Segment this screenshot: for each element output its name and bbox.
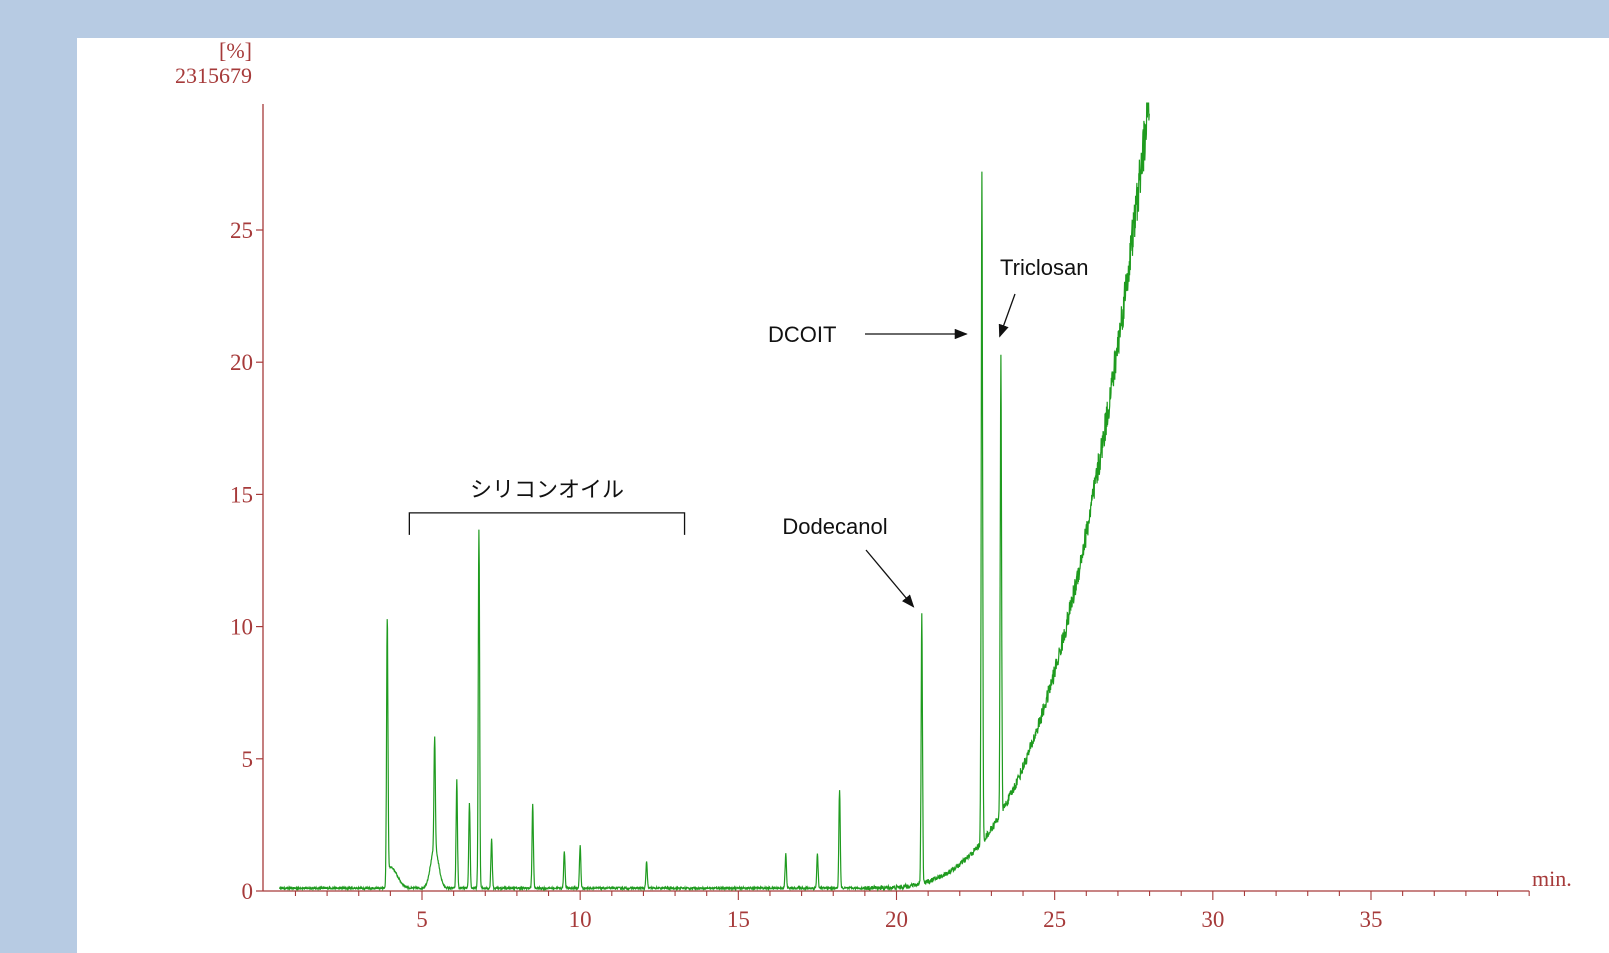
x-tick-label: 35 xyxy=(1360,907,1383,932)
peak-point xyxy=(981,174,982,175)
peak-point xyxy=(580,846,581,847)
triclosan-arrow xyxy=(998,293,1016,338)
chromatogram-trace xyxy=(279,102,1150,892)
peak-point xyxy=(564,851,565,852)
x-unit-label: min. xyxy=(1532,866,1572,891)
y-max-label: 2315679 xyxy=(175,63,252,88)
y-tick-label: 25 xyxy=(230,218,253,243)
dcoit-label: DCOIT xyxy=(768,322,836,347)
trace-group xyxy=(279,102,1150,892)
peak-point xyxy=(532,803,533,804)
peak-point xyxy=(387,618,388,619)
triclosan-label: Triclosan xyxy=(1000,255,1088,280)
peak-point xyxy=(434,777,435,778)
silicone-oil-bracket xyxy=(408,512,686,535)
silicone-oil-label: シリコンオイル xyxy=(470,477,624,502)
peak-point xyxy=(491,838,492,839)
peak-point xyxy=(921,613,922,614)
peak-point xyxy=(817,853,818,854)
y-unit-label: [%] xyxy=(219,38,252,63)
peak-point xyxy=(469,803,470,804)
peak-point xyxy=(478,528,479,529)
x-tick-label: 10 xyxy=(569,907,592,932)
figure-frame: [%] 2315679 min. 0 5 10 15 20 25 5 10 15 20 25 30 35… xyxy=(27,10,1609,953)
peak-point xyxy=(646,861,647,862)
y-tick-label: 5 xyxy=(242,747,254,772)
peak-point xyxy=(456,779,457,780)
y-tick-label: 0 xyxy=(242,879,254,904)
x-tick-label: 25 xyxy=(1043,907,1066,932)
peak-point xyxy=(1000,359,1001,360)
peak-point xyxy=(839,790,840,791)
chromatogram-chart: [%] 2315679 min. 0 5 10 15 20 25 5 10 15 20 25 30 35… xyxy=(175,38,1572,932)
peak-point xyxy=(785,853,786,854)
plot-panel: [%] 2315679 min. 0 5 10 15 20 25 5 10 15 20 25 30 35… xyxy=(77,38,1609,953)
x-tick-label: 5 xyxy=(416,907,428,932)
y-tick-label: 15 xyxy=(230,482,253,507)
annotations: シリコンオイル Dodecanol DCOIT Triclosan xyxy=(408,255,1088,608)
x-tick-label: 30 xyxy=(1201,907,1224,932)
axes: 0 5 10 15 20 25 5 10 15 20 25 30 35 xyxy=(230,104,1530,932)
x-tick-label: 20 xyxy=(885,907,908,932)
dodecanol-arrow xyxy=(865,549,915,608)
dodecanol-label: Dodecanol xyxy=(782,514,887,539)
y-tick-label: 10 xyxy=(230,615,253,640)
x-tick-label: 15 xyxy=(727,907,750,932)
y-tick-label: 20 xyxy=(230,350,253,375)
